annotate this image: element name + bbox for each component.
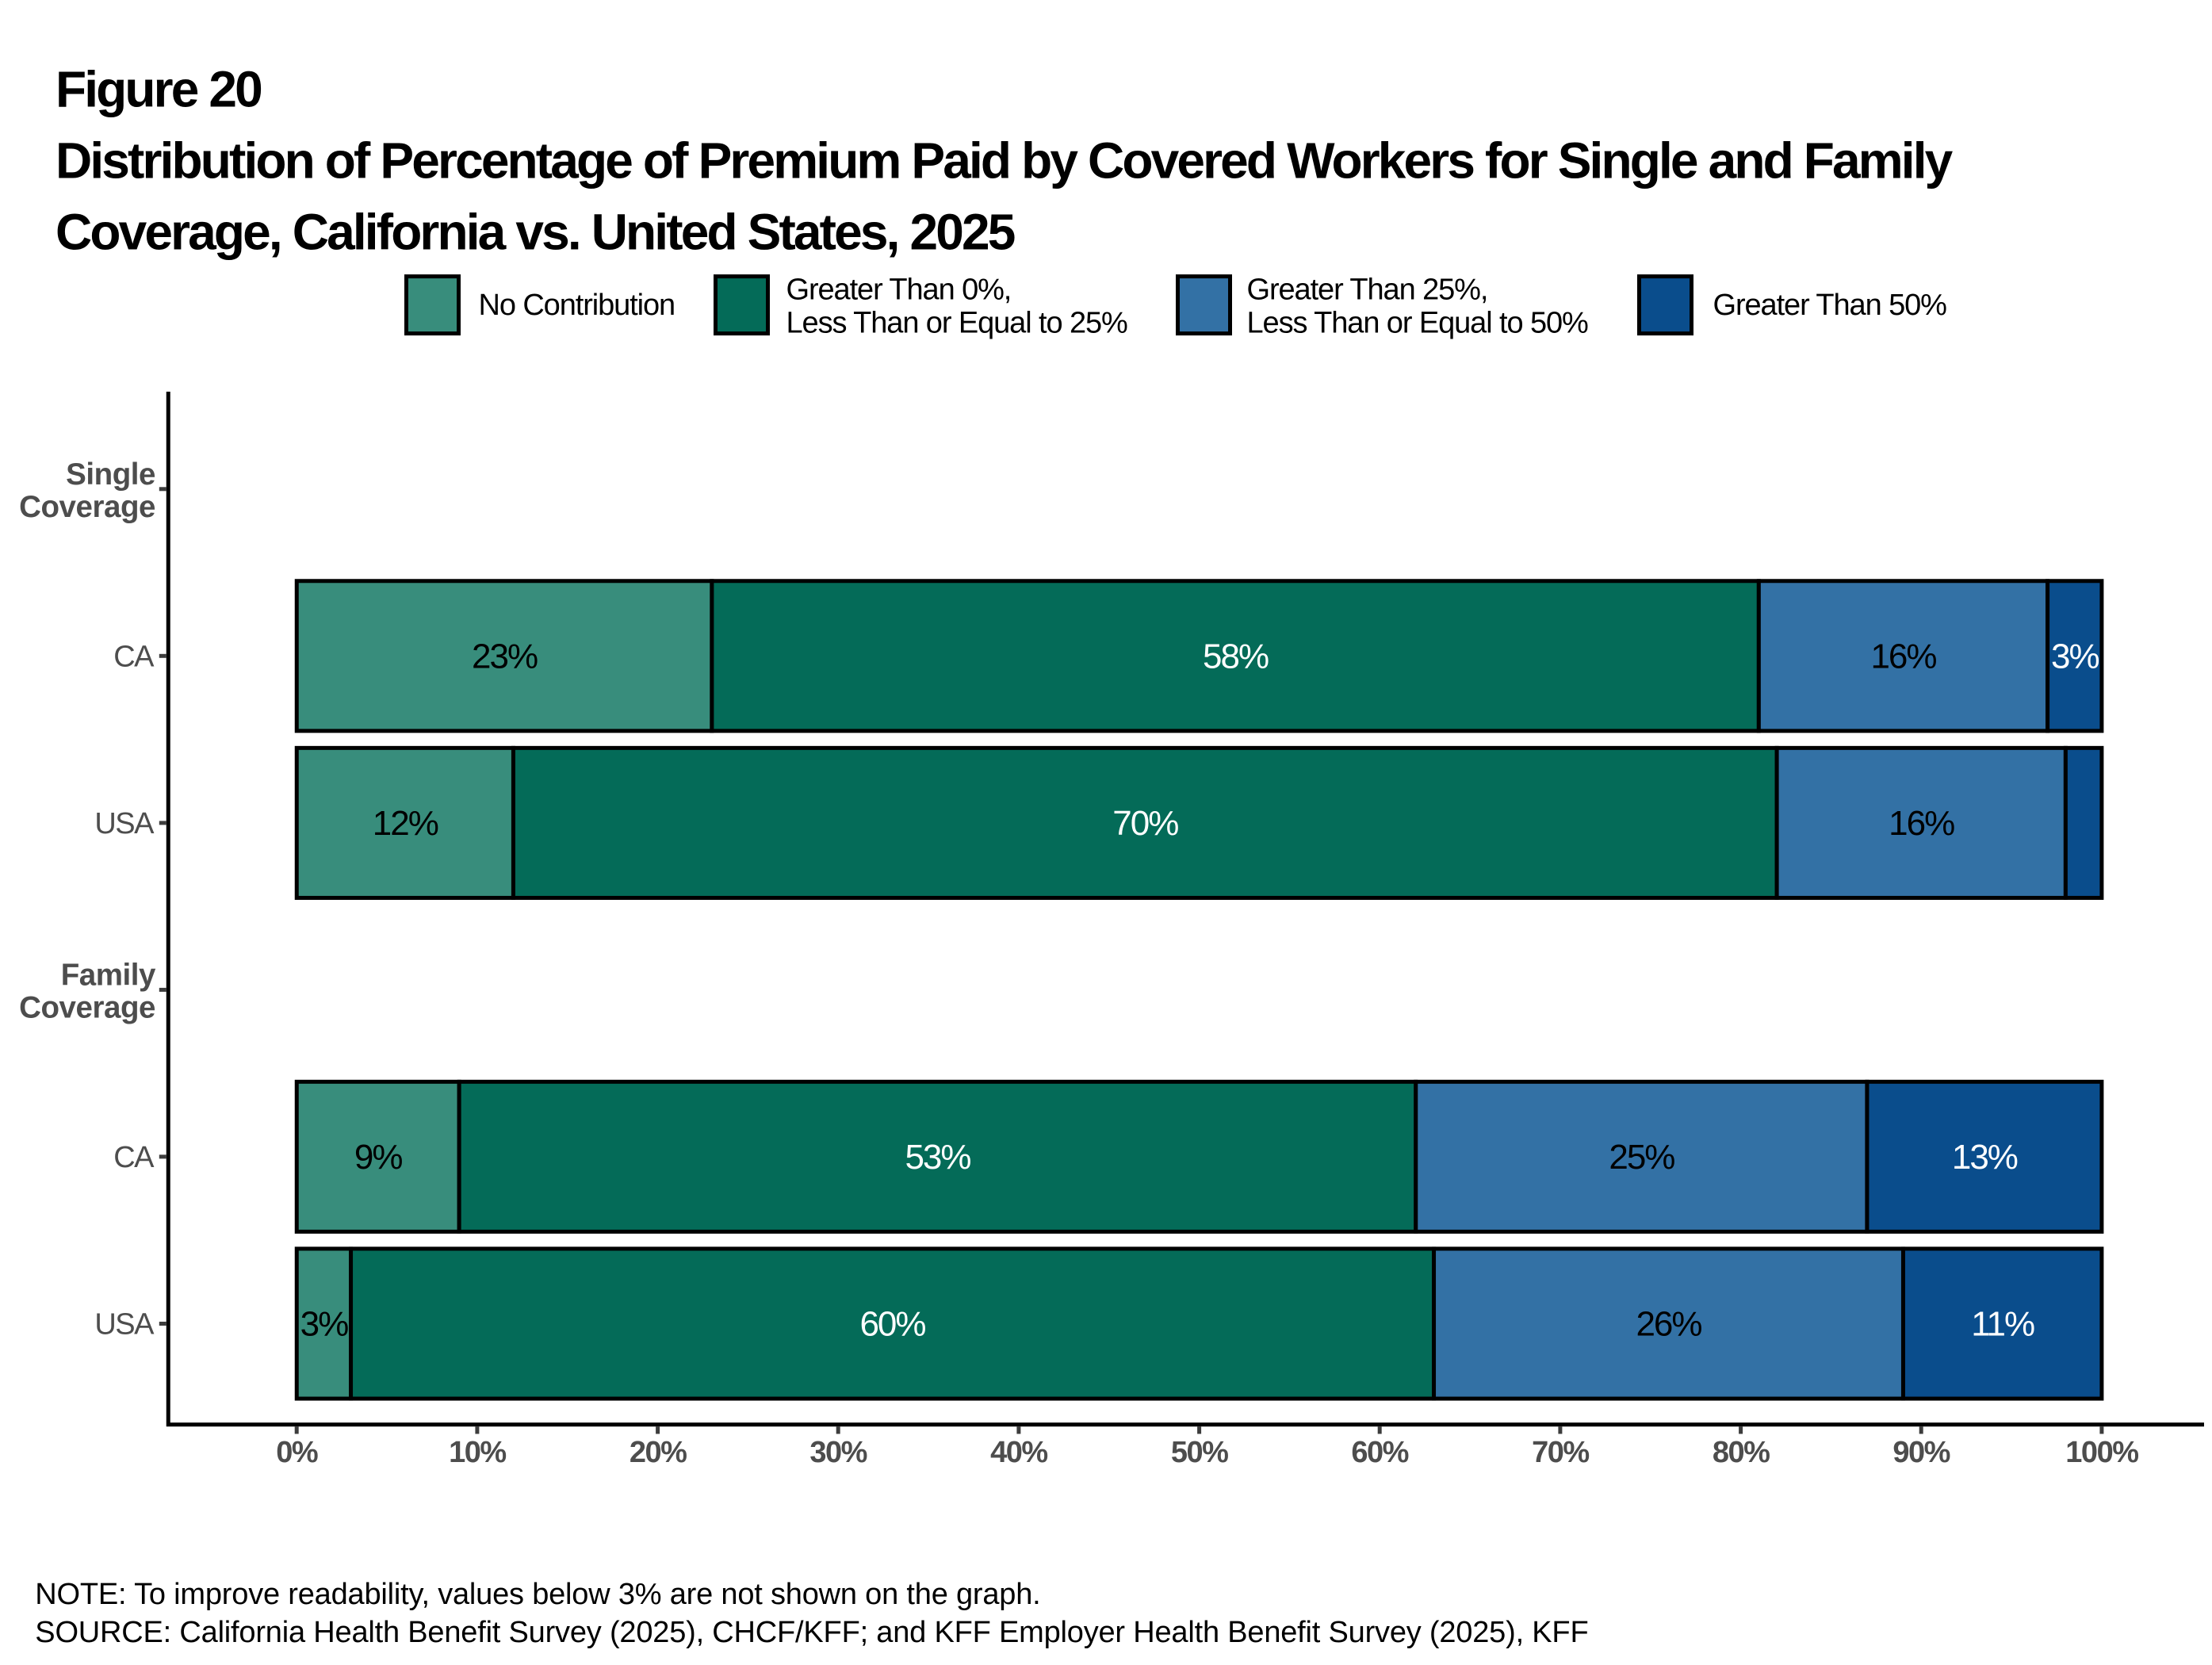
svg-text:16%: 16% <box>1870 637 1936 676</box>
svg-text:SOURCE: California Health Bene: SOURCE: California Health Benefit Survey… <box>35 1616 1588 1649</box>
svg-text:Less Than or Equal to 25%: Less Than or Equal to 25% <box>786 307 1128 340</box>
svg-text:11%: 11% <box>1971 1305 2034 1344</box>
svg-text:80%: 80% <box>1713 1436 1770 1469</box>
svg-text:9%: 9% <box>354 1138 402 1177</box>
svg-text:100%: 100% <box>2065 1436 2138 1469</box>
svg-text:50%: 50% <box>1171 1436 1228 1469</box>
svg-text:70%: 70% <box>1532 1436 1589 1469</box>
svg-text:Greater Than 50%: Greater Than 50% <box>1713 289 1947 322</box>
svg-text:NOTE: To improve readability,: NOTE: To improve readability, values bel… <box>35 1578 1040 1611</box>
svg-text:Family: Family <box>61 959 156 993</box>
svg-text:CA: CA <box>113 641 155 674</box>
svg-text:13%: 13% <box>1952 1138 2018 1177</box>
svg-text:10%: 10% <box>449 1436 506 1469</box>
svg-text:3%: 3% <box>2051 637 2099 676</box>
svg-text:CA: CA <box>113 1141 155 1174</box>
svg-text:12%: 12% <box>373 804 438 843</box>
svg-text:60%: 60% <box>859 1305 925 1344</box>
svg-text:25%: 25% <box>1609 1138 1674 1177</box>
svg-text:Greater Than 0%,: Greater Than 0%, <box>786 274 1012 307</box>
svg-text:40%: 40% <box>990 1436 1047 1469</box>
svg-text:Single: Single <box>66 457 155 492</box>
svg-text:70%: 70% <box>1112 804 1178 843</box>
svg-text:USA: USA <box>94 807 155 840</box>
svg-text:3%: 3% <box>300 1305 348 1344</box>
svg-text:USA: USA <box>94 1308 155 1342</box>
svg-text:Coverage: Coverage <box>19 991 155 1025</box>
svg-text:Less Than or Equal to 50%: Less Than or Equal to 50% <box>1247 307 1589 340</box>
svg-text:Distribution of Percentage of: Distribution of Percentage of Premium Pa… <box>55 132 1954 189</box>
svg-text:90%: 90% <box>1892 1436 1950 1469</box>
svg-text:23%: 23% <box>472 637 538 676</box>
svg-text:20%: 20% <box>630 1436 687 1469</box>
svg-text:58%: 58% <box>1203 637 1269 676</box>
svg-text:26%: 26% <box>1636 1305 1701 1344</box>
svg-text:53%: 53% <box>905 1138 970 1177</box>
svg-text:Coverage, California vs. Unite: Coverage, California vs. United States, … <box>55 204 1015 261</box>
svg-text:60%: 60% <box>1351 1436 1408 1469</box>
svg-text:Coverage: Coverage <box>19 490 155 524</box>
svg-text:30%: 30% <box>809 1436 867 1469</box>
svg-text:Greater Than 25%,: Greater Than 25%, <box>1247 274 1488 307</box>
svg-text:0%: 0% <box>276 1436 318 1469</box>
svg-text:Figure 20: Figure 20 <box>55 61 261 118</box>
svg-text:16%: 16% <box>1889 804 1954 843</box>
svg-text:No Contribution: No Contribution <box>479 289 675 322</box>
